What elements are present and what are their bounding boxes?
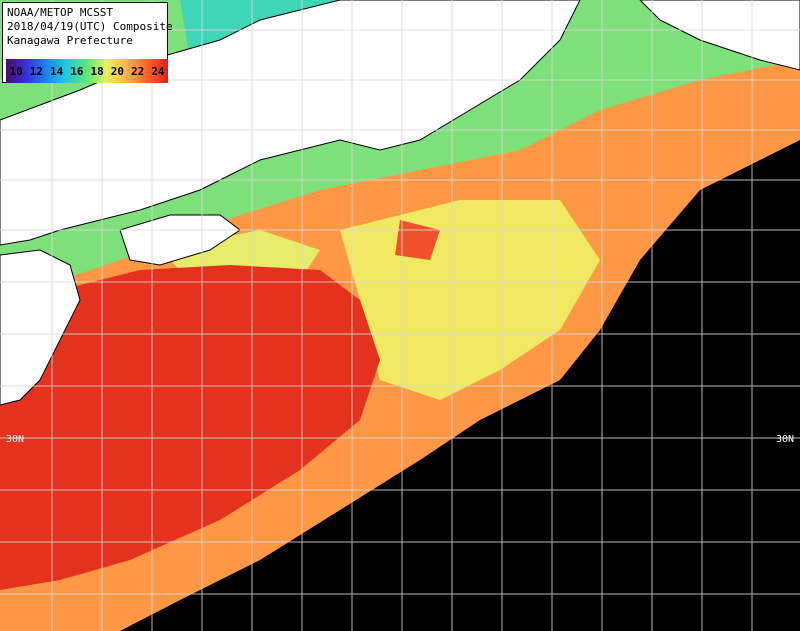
scale-value-10: 10 [9,65,23,78]
legend-agency: Kanagawa Prefecture [7,34,133,47]
scale-value-16: 16 [70,65,84,78]
legend-source: NOAA/METOP MCSST [7,6,113,19]
lon-label-136: 136E [324,4,335,29]
legend-date: 2018/04/19(UTC) Composite [7,20,173,33]
scale-value-20: 20 [110,65,124,78]
lat-label-right: 30N [776,434,795,445]
scale-value-24: 24 [151,65,165,78]
temperature-scale: 10 12 14 16 18 20 22 24 [6,59,168,83]
land-east [639,0,800,71]
lon-label-140: 140E [744,4,755,29]
legend-box: NOAA/METOP MCSST 2018/04/19(UTC) Composi… [2,2,173,83]
land-honshu [0,0,581,246]
scale-value-18: 18 [90,65,104,78]
kuroshio-warm-water [0,265,380,590]
scale-value-22: 22 [131,65,145,78]
land-shikoku [119,214,241,266]
lat-label-left: 30N [6,434,25,445]
scale-value-14: 14 [50,65,64,78]
cloud-cover [120,140,800,631]
scale-value-12: 12 [29,65,43,78]
land-kyushu [0,249,81,406]
